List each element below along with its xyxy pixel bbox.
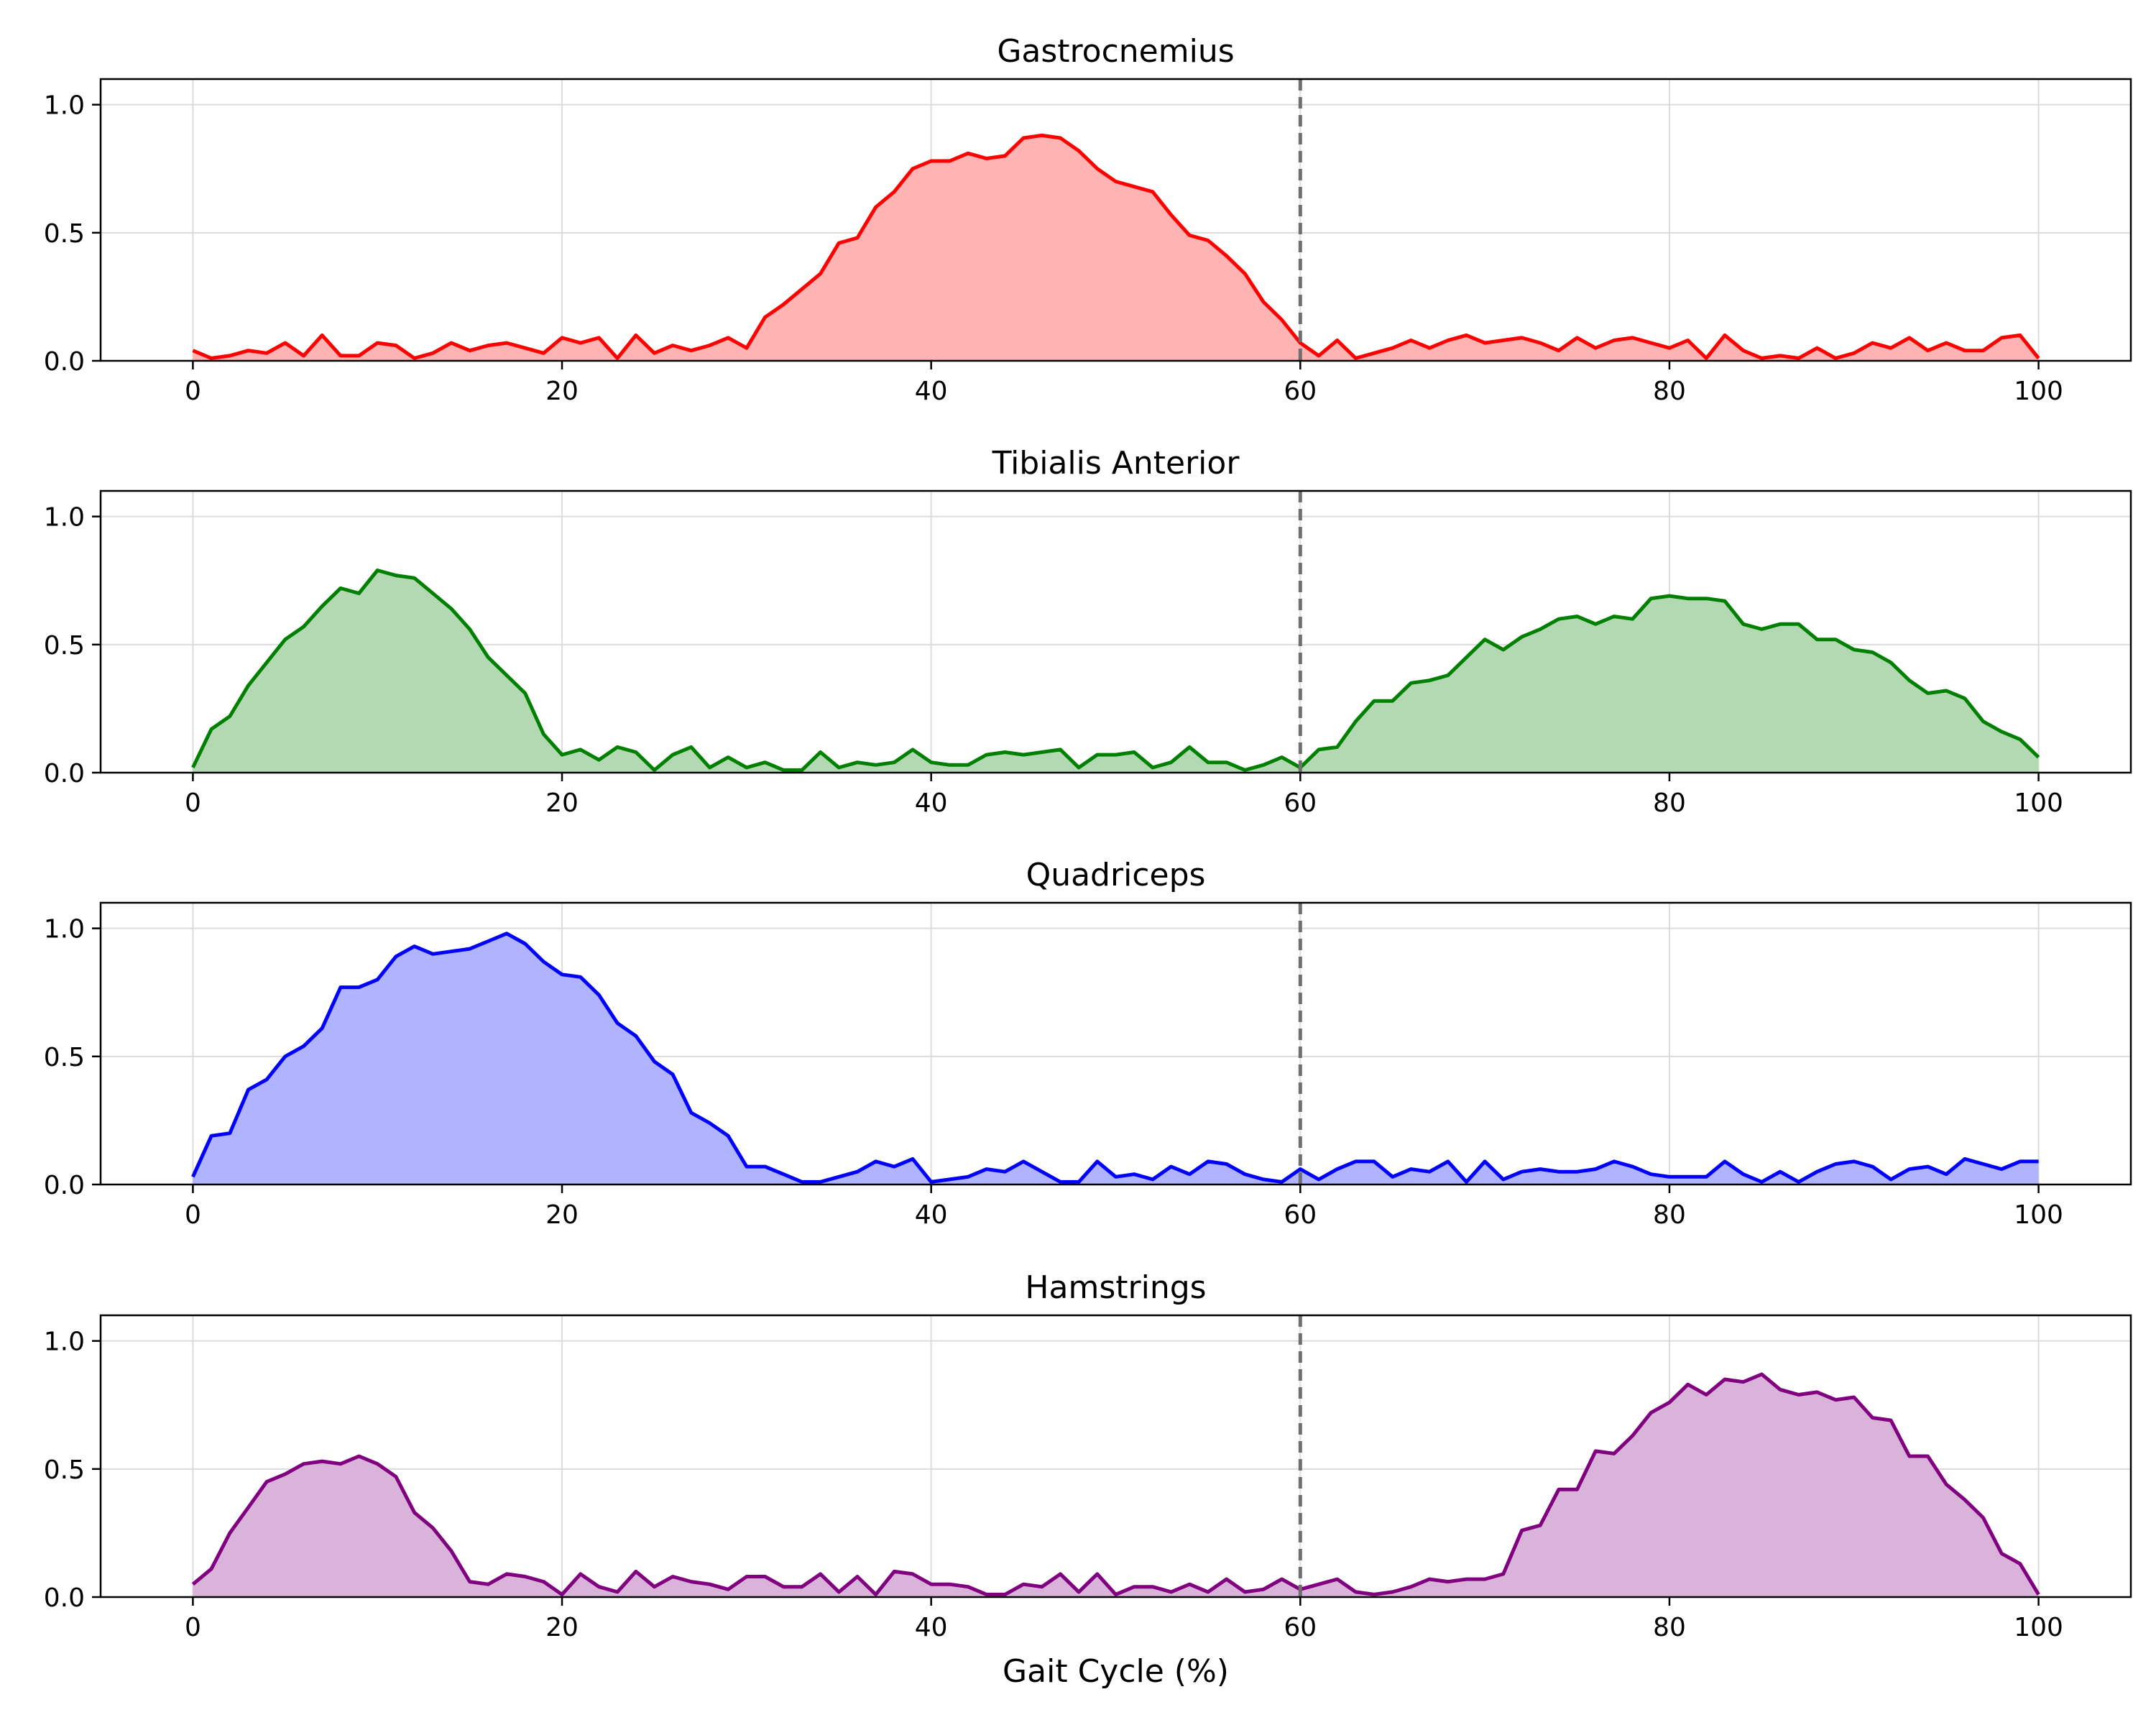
x-tick-label: 0 [185, 788, 201, 818]
y-tick-label: 1.0 [44, 503, 85, 533]
series-line-tibialis-anterior [191, 569, 2040, 772]
area-fill-hamstrings [193, 1374, 2039, 1597]
x-tick-label: 60 [1284, 1200, 1317, 1230]
axes-frame [99, 489, 2132, 774]
y-tick-label: 0.5 [44, 1455, 85, 1485]
y-tick-label: 0.5 [44, 219, 85, 249]
series-line-hamstrings [191, 1372, 2040, 1596]
x-tick-label: 20 [545, 788, 579, 818]
panel-title: Hamstrings [1025, 1269, 1206, 1306]
x-tick-label: 100 [2014, 1613, 2063, 1642]
x-tick-label: 40 [915, 1613, 948, 1642]
area-fill-tibialis-anterior [193, 570, 2039, 773]
x-tick-label: 100 [2014, 1200, 2063, 1230]
x-tick-label: 40 [915, 377, 948, 406]
panel-gastrocnemius: 0 20 40 60 80 100 0.0 0.5 1.0 Gastrocnemius [44, 33, 2132, 406]
y-tick-label: 0.5 [44, 631, 85, 661]
series-line-quadriceps [191, 932, 2039, 1184]
x-tick-label: 0 [185, 1613, 201, 1642]
x-tick-label: 80 [1653, 377, 1686, 406]
panel-title: Gastrocnemius [997, 33, 1234, 70]
x-tick-label: 80 [1653, 1200, 1686, 1230]
axes-frame [99, 78, 2132, 362]
x-tick-label: 60 [1284, 377, 1317, 406]
panel-quadriceps: 0 20 40 60 80 100 0.0 0.5 1.0 Quadriceps [44, 857, 2132, 1230]
y-tick-label: 1.0 [44, 915, 85, 944]
x-tick-label: 0 [185, 377, 201, 406]
x-tick-label: 20 [545, 1613, 579, 1642]
x-axis-label: Gait Cycle (%) [1003, 1653, 1229, 1690]
area-fill-gastrocnemius [193, 135, 2039, 361]
panel-title: Quadriceps [1026, 857, 1206, 893]
series-line-gastrocnemius [192, 133, 2040, 360]
y-tick-label: 0.0 [44, 759, 85, 788]
x-tick-label: 20 [545, 377, 579, 406]
x-tick-label: 80 [1653, 788, 1686, 818]
y-tick-label: 0.0 [44, 1171, 85, 1200]
axes-frame [99, 901, 2132, 1186]
y-tick-label: 1.0 [44, 1328, 85, 1357]
x-tick-label: 80 [1653, 1613, 1686, 1642]
x-tick-label: 0 [185, 1200, 201, 1230]
x-tick-label: 100 [2014, 788, 2063, 818]
area-fill-quadriceps [193, 933, 2039, 1184]
y-tick-label: 0.0 [44, 347, 85, 377]
x-tick-label: 60 [1284, 788, 1317, 818]
x-tick-label: 20 [545, 1200, 579, 1230]
x-tick-label: 40 [915, 1200, 948, 1230]
x-tick-label: 60 [1284, 1613, 1317, 1642]
y-tick-label: 1.0 [44, 91, 85, 121]
axes-frame [99, 1314, 2132, 1598]
x-tick-label: 100 [2014, 377, 2063, 406]
panel-title: Tibialis Anterior [992, 445, 1240, 482]
panel-hamstrings: 0 20 40 60 80 100 0.0 0.5 1.0 Hamstrings Gait Cycl… [44, 1269, 2132, 1690]
y-tick-label: 0.5 [44, 1043, 85, 1072]
panel-tibialis-anterior: 0 20 40 60 80 100 0.0 0.5 1.0 Tibialis Anterior [44, 445, 2132, 818]
x-tick-label: 40 [915, 788, 948, 818]
y-tick-label: 0.0 [44, 1583, 85, 1613]
